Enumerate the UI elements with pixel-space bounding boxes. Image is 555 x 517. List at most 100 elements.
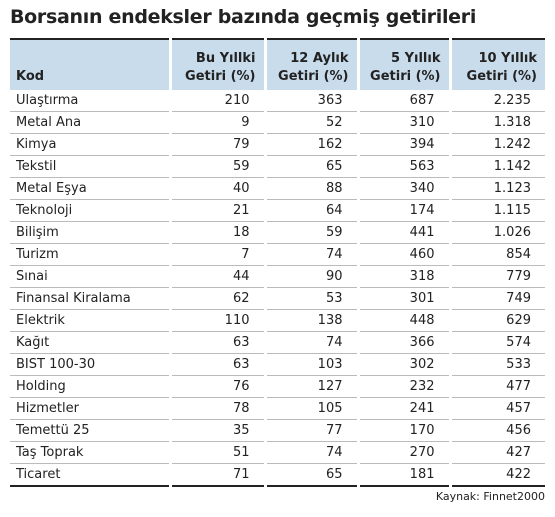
cell: 779: [448, 265, 545, 288]
cell: 457: [448, 397, 545, 420]
cell: 88: [263, 177, 358, 200]
cell: 574: [448, 331, 545, 354]
cell: 302: [356, 353, 450, 376]
cell: 174: [356, 199, 450, 222]
cell: 456: [448, 419, 545, 442]
cell: 40: [168, 177, 265, 200]
row-label: Kağıt: [10, 331, 170, 354]
cell: 63: [168, 331, 265, 354]
cell: 64: [263, 199, 358, 222]
row-label: Taş Toprak: [10, 441, 170, 464]
cell: 110: [168, 309, 265, 332]
cell: 63: [168, 353, 265, 376]
cell: 74: [263, 441, 358, 464]
cell: 170: [356, 419, 450, 442]
table-row: Finansal Kiralama 62 53 301 749: [10, 287, 545, 310]
cell: 51: [168, 441, 265, 464]
table-row: Teknoloji 21 64 174 1.115: [10, 199, 545, 222]
row-label: Metal Ana: [10, 111, 170, 134]
row-label: Elektrik: [10, 309, 170, 332]
cell: 533: [448, 353, 545, 376]
row-label: Bilişim: [10, 221, 170, 244]
title: Borsanın endeksler bazında geçmiş getiri…: [10, 6, 477, 28]
table-row: Turizm 7 74 460 854: [10, 243, 545, 266]
column-header: Kod: [10, 39, 170, 90]
table-row: Bilişim 18 59 441 1.026: [10, 221, 545, 244]
header-line: Bu Yıllki: [195, 51, 256, 66]
cell: 1.123: [448, 177, 545, 200]
cell: 90: [263, 265, 358, 288]
cell: 854: [448, 243, 545, 266]
row-label: Metal Eşya: [10, 177, 170, 200]
cell: 65: [263, 155, 358, 178]
cell: 460: [356, 243, 450, 266]
row-label: Teknoloji: [10, 199, 170, 222]
cell: 62: [168, 287, 265, 310]
cell: 270: [356, 441, 450, 464]
cell: 65: [263, 463, 358, 486]
column-header: Bu Yıllki Getiri (%): [168, 39, 265, 90]
cell: 394: [356, 133, 450, 156]
header-line: Getiri (%): [370, 69, 441, 84]
cell: 340: [356, 177, 450, 200]
header-row: Kod Bu Yıllki Getiri (%) 12 Aylık Getiri (%)…: [10, 39, 545, 90]
row-label: Sınai: [10, 265, 170, 288]
cell: 74: [263, 243, 358, 266]
cell: 77: [263, 419, 358, 442]
row-label: Tekstil: [10, 155, 170, 178]
cell: 1.318: [448, 111, 545, 134]
row-label: Holding: [10, 375, 170, 398]
header-line: Getiri (%): [185, 69, 256, 84]
header-line: 5 Yıllık: [391, 51, 441, 66]
header-line: 12 Aylık: [290, 51, 349, 66]
table-row: Ulaştırma 210 363 687 2.235: [10, 90, 545, 112]
cell: 2.235: [448, 90, 545, 112]
cell: 52: [263, 111, 358, 134]
table-row: Metal Ana 9 52 310 1.318: [10, 111, 545, 134]
cell: 181: [356, 463, 450, 486]
cell: 232: [356, 375, 450, 398]
table-body: Ulaştırma 210 363 687 2.235 Metal Ana 9 52 310 1.…: [10, 90, 545, 486]
cell: 105: [263, 397, 358, 420]
cell: 1.026: [448, 221, 545, 244]
cell: 422: [448, 463, 545, 486]
cell: 44: [168, 265, 265, 288]
cell: 318: [356, 265, 450, 288]
row-label: Kimya: [10, 133, 170, 156]
cell: 441: [356, 221, 450, 244]
table-row: Elektrik 110 138 448 629: [10, 309, 545, 332]
cell: 103: [263, 353, 358, 376]
cell: 301: [356, 287, 450, 310]
source: Kaynak: Finnet2000: [435, 490, 545, 503]
row-label: Temettü 25: [10, 419, 170, 442]
cell: 162: [263, 133, 358, 156]
column-header: 5 Yıllık Getiri (%): [356, 39, 450, 90]
table-row: Metal Eşya 40 88 340 1.123: [10, 177, 545, 200]
cell: 76: [168, 375, 265, 398]
cell: 138: [263, 309, 358, 332]
cell: 366: [356, 331, 450, 354]
cell: 59: [263, 221, 358, 244]
cell: 18: [168, 221, 265, 244]
returns-table: Kod Bu Yıllki Getiri (%) 12 Aylık Getiri (%)…: [10, 38, 545, 487]
row-label: BIST 100-30: [10, 353, 170, 376]
cell: 310: [356, 111, 450, 134]
cell: 427: [448, 441, 545, 464]
column-header: 10 Yıllık Getiri (%): [448, 39, 545, 90]
header-line: 10 Yıllık: [478, 51, 538, 66]
cell: 7: [168, 243, 265, 266]
table-row: Kağıt 63 74 366 574: [10, 331, 545, 354]
column-header: 12 Aylık Getiri (%): [263, 39, 358, 90]
row-label: Ticaret: [16, 467, 61, 482]
cell: 448: [356, 309, 450, 332]
cell: 241: [356, 397, 450, 420]
table-row: BIST 100-30 63 103 302 533: [10, 353, 545, 376]
cell: 687: [356, 90, 450, 112]
cell: 1.242: [448, 133, 545, 156]
cell: 363: [263, 90, 358, 112]
cell: 35: [168, 419, 265, 442]
table-row: Ticaret 71 65 181 422: [10, 463, 545, 486]
cell: 79: [168, 133, 265, 156]
table-row: Sınai 44 90 318 779: [10, 265, 545, 288]
